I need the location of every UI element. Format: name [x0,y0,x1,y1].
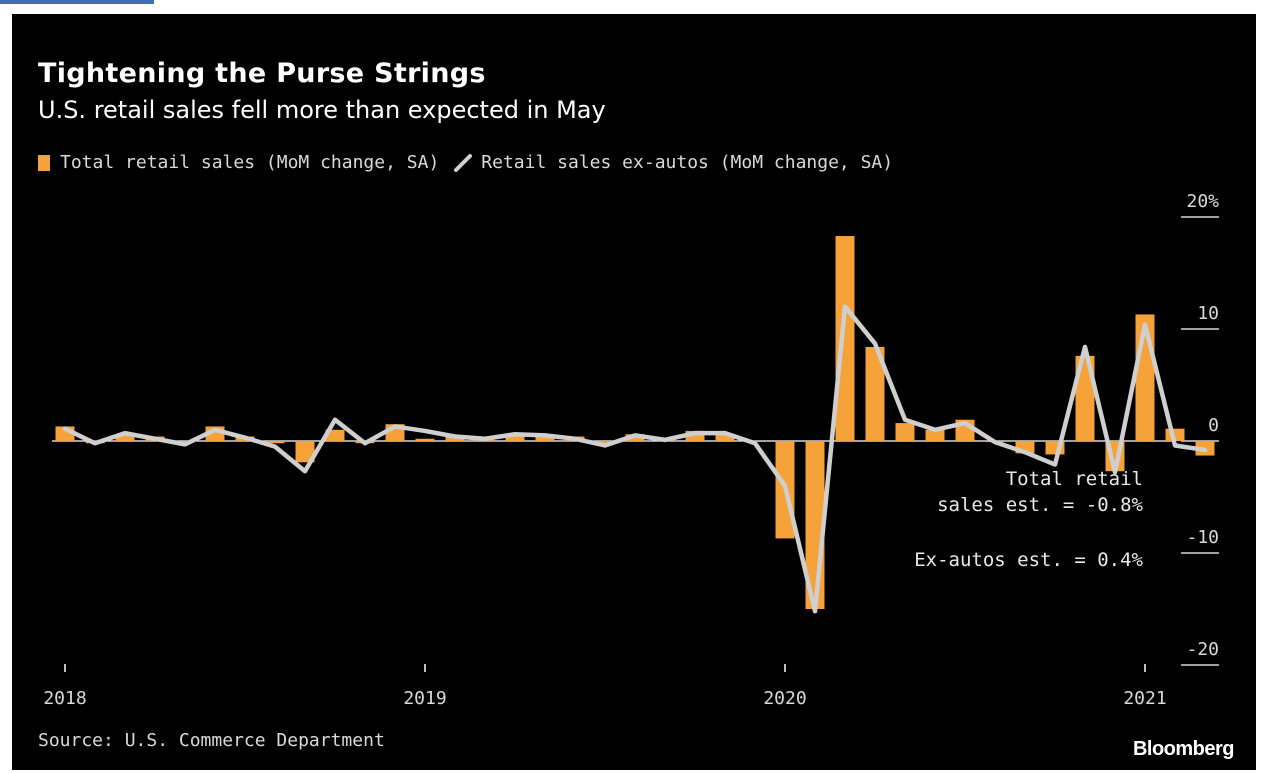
legend-bar-swatch [38,154,50,171]
chart-title: Tightening the Purse Strings [38,58,486,89]
annotation-ex-autos: Ex-autos est. = 0.4% [914,549,1143,571]
y-tick-label: -20 [1186,639,1219,660]
source-note: Source: U.S. Commerce Department [38,730,385,751]
bar [325,429,345,441]
bar [1075,355,1095,441]
legend-label-ex-autos: Retail sales ex-autos (MoM change, SA) [481,152,894,173]
chart-subtitle: U.S. retail sales fell more than expecte… [38,96,606,124]
bar [925,429,945,441]
y-tick-label: 10 [1197,303,1219,324]
ex-autos-line [62,304,1208,614]
x-tick-label: 2019 [403,688,446,709]
annotation-total-line1: Total retail [1006,468,1143,490]
top-tab-strip [0,0,154,4]
bar [835,236,855,441]
y-tick-label: -10 [1186,527,1219,548]
annotation-total-line2: sales est. = -0.8% [937,494,1143,516]
bar [685,430,705,441]
legend-item-ex-autos: Retail sales ex-autos (MoM change, SA) [439,152,893,173]
bar [415,438,435,441]
bar [295,441,315,463]
bar [115,434,135,441]
bar [895,423,915,441]
legend-label-total: Total retail sales (MoM change, SA) [60,152,440,173]
chart-plot: 20% 10 0 -10 -20 2018 2019 2020 2021 Total retai… [43,191,1219,709]
legend-line-swatch [454,153,473,172]
x-tick-label: 2018 [43,688,86,709]
bar [175,441,195,443]
chart-legend: Total retail sales (MoM change, SA) Reta… [38,152,893,173]
y-tick-label: 20% [1186,191,1219,212]
bar [505,435,525,441]
bar [265,441,285,444]
y-tick-label: 0 [1208,415,1219,436]
x-tick-label: 2021 [1123,688,1166,709]
x-tick-label: 2020 [763,688,806,709]
bloomberg-logo: Bloomberg [1132,738,1235,760]
chart-panel: Tightening the Purse Strings U.S. retail… [12,14,1256,770]
bar [715,434,735,441]
bar [865,346,885,441]
legend-item-total: Total retail sales (MoM change, SA) [38,152,439,173]
bar [595,441,615,444]
